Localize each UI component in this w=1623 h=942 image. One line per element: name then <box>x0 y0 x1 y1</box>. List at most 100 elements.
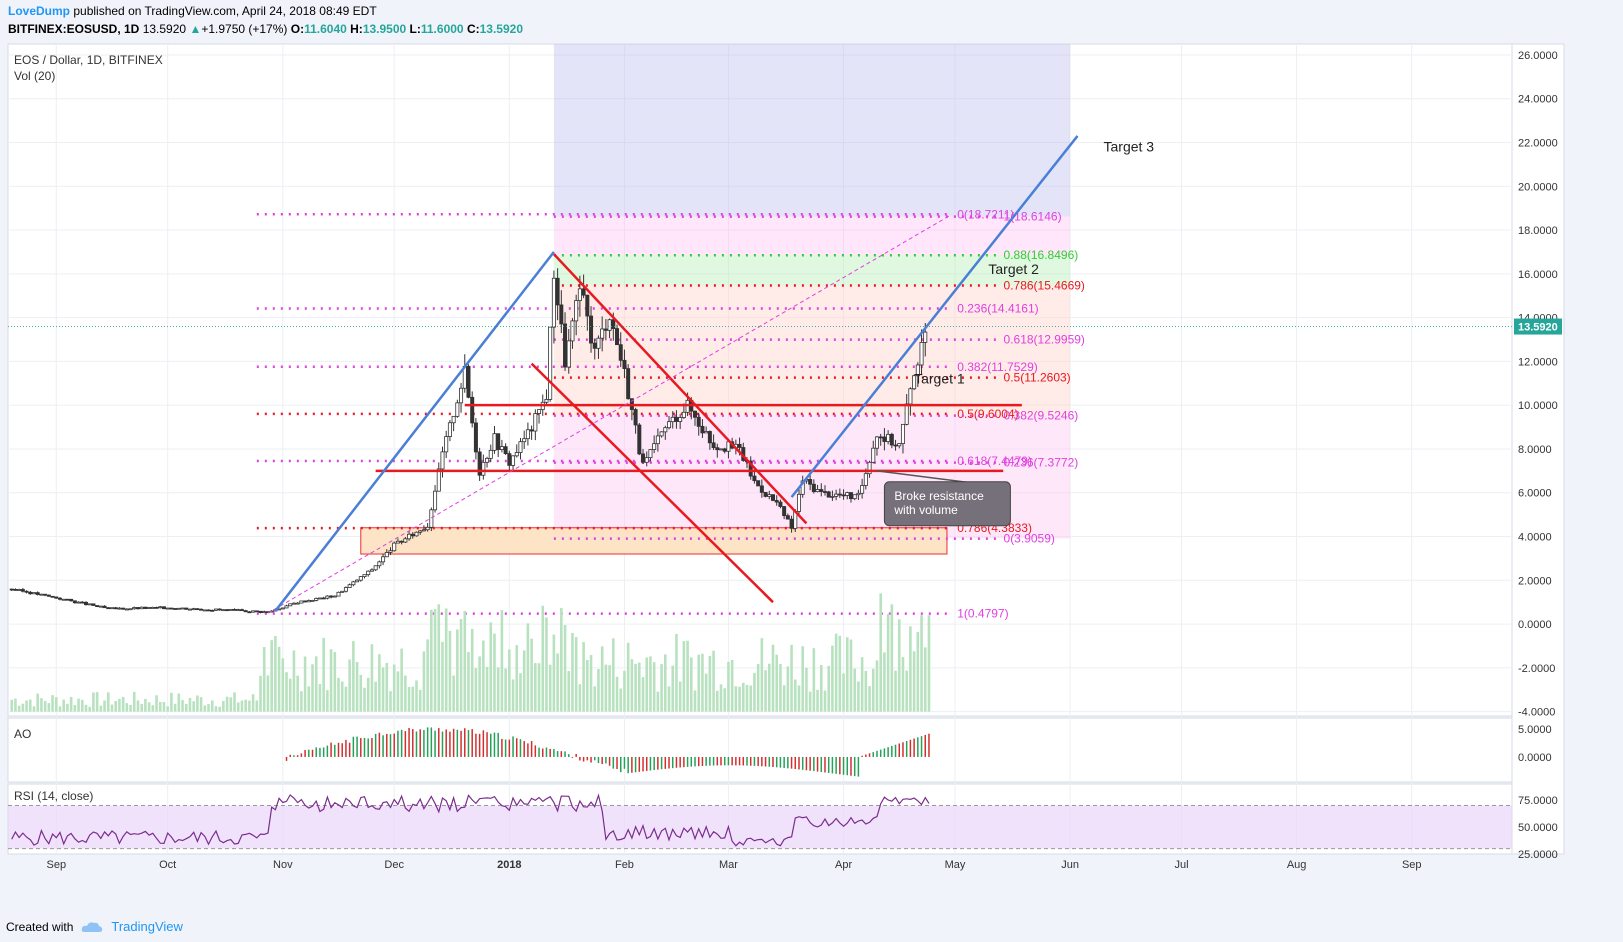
volume-bar <box>801 646 805 712</box>
x-tick-label: Dec <box>384 859 404 871</box>
volume-bar <box>17 705 21 712</box>
volume-bar <box>422 651 426 712</box>
volume-bar <box>415 680 418 712</box>
candle-body <box>637 424 642 455</box>
volume-bar <box>638 662 641 712</box>
volume-bar <box>842 673 845 712</box>
fib-level-label: 1(0.4797) <box>957 607 1008 621</box>
volume-bar <box>853 668 856 712</box>
candle-body <box>109 607 114 610</box>
volume-bar <box>88 706 91 712</box>
volume-bar <box>69 696 73 712</box>
y-tick-label: 26.0000 <box>1518 50 1558 62</box>
fib-level-label: 0.618(12.9959) <box>1004 333 1085 347</box>
candle-body <box>228 608 233 611</box>
candle-body <box>395 540 400 544</box>
candle-body <box>239 609 244 612</box>
volume-bar <box>125 703 129 712</box>
ao-label: AO <box>14 727 31 741</box>
candle-body <box>603 328 608 331</box>
volume-bar <box>162 702 166 712</box>
volume-bar <box>734 686 738 712</box>
candle-body <box>544 399 549 403</box>
candle-body <box>581 288 586 296</box>
candle-body <box>908 388 913 405</box>
volume-bar <box>54 697 58 712</box>
volume-bar <box>262 647 266 712</box>
volume-bar <box>727 661 730 712</box>
candle-body <box>57 597 62 600</box>
volume-bar <box>764 670 767 712</box>
author-link[interactable]: LoveDump <box>8 4 71 18</box>
volume-bar <box>404 675 407 712</box>
candle-body <box>195 608 200 611</box>
candle-body <box>262 611 267 614</box>
volume-bar <box>452 675 455 712</box>
candle-body <box>919 342 924 366</box>
candle-body <box>325 595 330 599</box>
volume-bar <box>155 695 158 712</box>
volume-bar <box>808 691 812 712</box>
candle-body <box>652 443 657 450</box>
candle-body <box>752 475 757 482</box>
volume-bar <box>259 675 262 712</box>
volume-bar <box>118 698 121 712</box>
y-tick-label: 22.0000 <box>1518 138 1558 150</box>
y-tick-label: 0.0000 <box>1518 619 1552 631</box>
candle-body <box>410 533 415 537</box>
volume-bar <box>192 701 195 712</box>
volume-bar <box>80 699 84 712</box>
candle-body <box>889 433 894 446</box>
volume-bar <box>496 667 500 712</box>
volume-bar <box>634 663 637 712</box>
volume-bar <box>667 686 671 712</box>
candle-body <box>611 319 616 329</box>
volume-bar <box>894 670 897 712</box>
candle-body <box>35 592 40 595</box>
x-tick-label: Nov <box>273 859 293 871</box>
volume-bar <box>433 609 437 712</box>
candle-body <box>351 581 356 586</box>
volume-bar <box>875 660 879 712</box>
candle-body <box>837 493 842 496</box>
candle-body <box>381 556 386 563</box>
volume-bar <box>84 704 88 712</box>
volume-bar <box>500 610 504 712</box>
volume-bar <box>300 691 303 712</box>
candle-body <box>711 442 716 449</box>
candle-body <box>466 365 471 398</box>
channel-upper-line <box>552 253 808 525</box>
candle-body <box>770 494 775 501</box>
volume-bar <box>277 646 281 712</box>
volume-bar <box>359 674 363 712</box>
volume-bar <box>767 663 771 712</box>
volume-bar <box>355 661 359 712</box>
x-tick-label: Jun <box>1061 859 1079 871</box>
candle-body <box>756 480 761 487</box>
candle-body <box>800 480 805 495</box>
volume-bar <box>400 648 403 712</box>
candle-body <box>819 489 824 492</box>
ao-tick-label: 5.0000 <box>1518 724 1552 736</box>
candle-body <box>236 609 241 612</box>
candle-body <box>13 589 18 591</box>
candle-body <box>566 340 571 368</box>
candle-body <box>358 576 363 581</box>
tradingview-cloud-icon <box>82 921 103 932</box>
candle-body <box>499 446 504 451</box>
candle-body <box>113 607 118 610</box>
candle-body <box>525 429 530 440</box>
tradingview-brand-link[interactable]: TradingView <box>111 919 183 934</box>
candle-body <box>54 596 59 599</box>
volume-bar <box>515 645 519 712</box>
volume-bar <box>741 682 745 712</box>
candle-body <box>436 468 441 492</box>
candle-body <box>904 403 909 425</box>
open-label: O: <box>290 22 305 36</box>
volume-bar <box>771 644 775 712</box>
candle-body <box>299 600 304 604</box>
fib-level-label: 0.382(9.5246) <box>1004 409 1079 423</box>
candle-body <box>43 593 48 596</box>
volume-bar <box>701 653 704 712</box>
